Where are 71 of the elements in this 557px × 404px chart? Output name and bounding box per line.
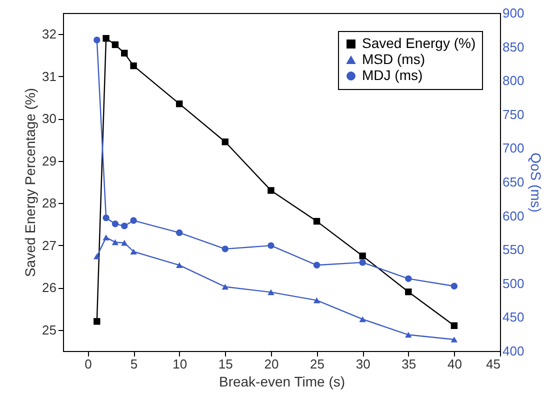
point bbox=[405, 332, 412, 338]
y2-tick-label: 900 bbox=[502, 6, 524, 20]
x-tick-label: 5 bbox=[130, 356, 138, 372]
y2-tick-label: 650 bbox=[502, 174, 524, 190]
point bbox=[121, 240, 128, 246]
point bbox=[176, 100, 183, 108]
y-tick-label: 27 bbox=[42, 238, 56, 253]
y2-tick-label: 850 bbox=[502, 39, 524, 54]
point bbox=[313, 262, 320, 268]
y2-tick-label: 400 bbox=[502, 344, 524, 358]
point bbox=[102, 214, 110, 222]
x-tick-label: 45 bbox=[486, 356, 500, 372]
point bbox=[268, 242, 274, 249]
y2-tick-label: 800 bbox=[502, 73, 524, 88]
y2-tick-label: 750 bbox=[502, 106, 524, 122]
y-tick-label: 32 bbox=[42, 26, 56, 42]
y2-tick-label: 500 bbox=[502, 276, 524, 291]
y-tick-label: 29 bbox=[42, 153, 56, 168]
point bbox=[313, 218, 320, 225]
y-axis-title: Saved Energy Percentage (%) bbox=[22, 88, 38, 278]
legend-label: Saved Energy (%) bbox=[362, 35, 476, 51]
point bbox=[359, 259, 366, 266]
y-tick-label: 31 bbox=[42, 68, 56, 84]
y-tick-label: 28 bbox=[42, 196, 56, 211]
legend-label: MSD (ms) bbox=[362, 51, 425, 67]
point bbox=[130, 248, 137, 255]
point bbox=[112, 41, 119, 48]
point bbox=[112, 239, 119, 246]
point bbox=[121, 50, 128, 56]
point bbox=[222, 284, 229, 290]
point bbox=[268, 187, 274, 194]
point bbox=[94, 36, 100, 44]
point bbox=[176, 262, 183, 268]
legend-label: MDJ (ms) bbox=[362, 67, 423, 83]
y-tick-label: 30 bbox=[42, 111, 56, 126]
point bbox=[130, 62, 137, 70]
point bbox=[359, 252, 366, 260]
x-axis-title: Break-even Time (s) bbox=[218, 374, 346, 390]
point bbox=[94, 318, 100, 325]
y-tick-label: 25 bbox=[42, 322, 56, 338]
y2-axis-title: QoS (ms) bbox=[528, 152, 544, 212]
point bbox=[313, 297, 320, 304]
point bbox=[130, 217, 137, 224]
point bbox=[94, 253, 100, 260]
point bbox=[121, 222, 128, 230]
x-tick-label: 20 bbox=[264, 356, 279, 372]
point bbox=[450, 322, 458, 330]
point bbox=[450, 336, 458, 342]
x-tick-label: 25 bbox=[310, 356, 325, 372]
y2-tick-label: 450 bbox=[502, 310, 524, 325]
y-tick-label: 26 bbox=[42, 280, 56, 296]
x-tick-label: 10 bbox=[172, 356, 188, 372]
y2-tick-label: 700 bbox=[502, 140, 524, 156]
x-tick-label: 0 bbox=[84, 356, 92, 372]
point bbox=[405, 275, 412, 282]
point bbox=[268, 289, 274, 296]
point bbox=[222, 138, 229, 146]
point bbox=[112, 220, 119, 228]
point bbox=[176, 229, 183, 236]
point bbox=[222, 246, 229, 252]
point bbox=[450, 282, 458, 290]
y2-tick-label: 600 bbox=[502, 208, 524, 224]
point bbox=[102, 34, 110, 42]
x-tick-label: 15 bbox=[218, 356, 233, 372]
point bbox=[359, 316, 366, 322]
point bbox=[405, 288, 412, 296]
x-tick-label: 40 bbox=[447, 356, 462, 372]
x-tick-label: 35 bbox=[402, 356, 416, 372]
x-tick-label: 30 bbox=[356, 356, 370, 372]
y2-tick-label: 550 bbox=[502, 242, 524, 258]
point bbox=[102, 234, 110, 240]
